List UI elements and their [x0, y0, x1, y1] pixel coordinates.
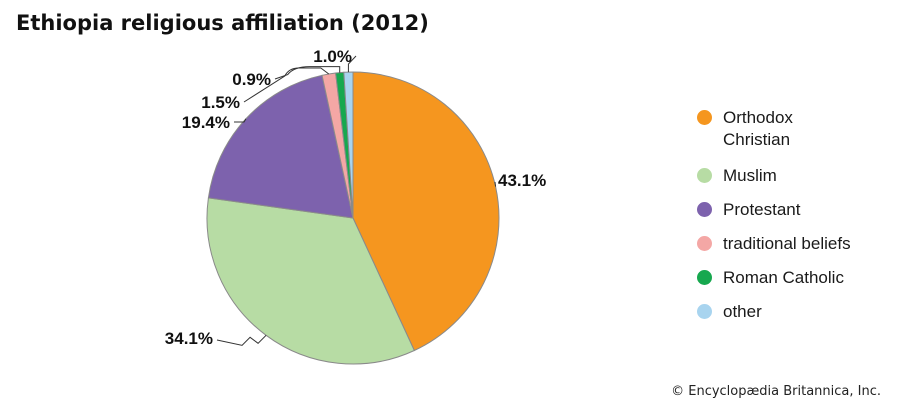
chart-legend: Orthodox Christian Muslim Protestant traditi…: [697, 107, 887, 323]
legend-item: Orthodox Christian: [697, 107, 887, 151]
legend-swatch: [697, 202, 712, 217]
legend-swatch: [697, 304, 712, 319]
leader-line: [494, 181, 497, 187]
legend-label: other: [723, 302, 762, 321]
slice-value-label: 1.0%: [313, 47, 352, 66]
legend-item: other: [697, 301, 887, 323]
legend-swatch: [697, 110, 712, 125]
legend-label: Roman Catholic: [723, 268, 844, 287]
legend-item: traditional beliefs: [697, 233, 887, 255]
leader-line: [234, 118, 247, 123]
pie-slice-other: [343, 71, 354, 219]
pie-slice-muslim: [206, 197, 415, 365]
legend-swatch: [697, 270, 712, 285]
leader-line: [274, 66, 341, 80]
slice-value-label: 0.9%: [232, 70, 271, 89]
legend-item: Protestant: [697, 199, 887, 221]
legend-item: Muslim: [697, 165, 887, 187]
slice-value-label: 43.1%: [498, 171, 546, 190]
slice-value-label: 1.5%: [201, 93, 240, 112]
legend-label: Orthodox: [723, 108, 793, 127]
legend-label: Protestant: [723, 200, 801, 219]
legend-swatch: [697, 236, 712, 251]
chart-title: Ethiopia religious affiliation (2012): [16, 11, 429, 35]
legend-label: Muslim: [723, 166, 777, 185]
legend-label: traditional beliefs: [723, 234, 851, 253]
slice-value-label: 34.1%: [165, 329, 213, 348]
leader-line: [216, 334, 267, 346]
copyright-credit: © Encyclopædia Britannica, Inc.: [671, 384, 881, 399]
legend-swatch: [697, 168, 712, 183]
leader-line: [347, 55, 357, 73]
legend-label: Christian: [723, 130, 791, 149]
legend-item: Roman Catholic: [697, 267, 887, 289]
slice-value-label: 19.4%: [182, 113, 230, 132]
